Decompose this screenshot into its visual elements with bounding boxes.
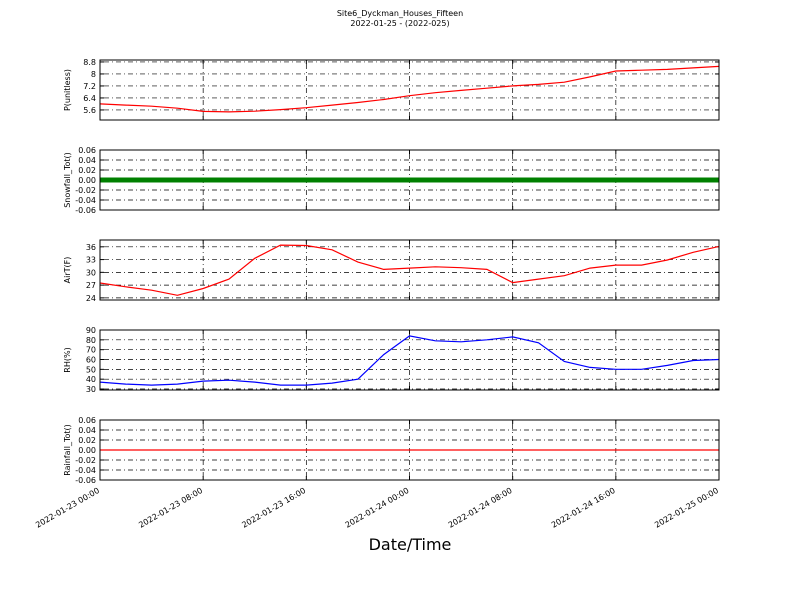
x-tick-label: 2022-01-23 16:00: [240, 486, 307, 530]
x-tick-label: 2022-01-23 08:00: [137, 486, 204, 530]
y-tick-label: -0.04: [75, 196, 96, 205]
y-axis-label: RH(%): [63, 347, 72, 372]
y-tick-label: 0.00: [78, 176, 96, 185]
y-tick-label: 70: [86, 346, 96, 355]
data-line: [99, 335, 720, 386]
data-line: [99, 65, 720, 113]
plot-frame: [99, 149, 720, 211]
y-tick-label: -0.04: [75, 466, 96, 475]
y-tick-label: 30: [86, 385, 96, 394]
x-axis-label: Date/Time: [369, 535, 452, 554]
y-tick-label: 8: [91, 70, 96, 79]
y-axis-label: AirT(F): [63, 257, 72, 284]
plot-frame: [99, 239, 720, 301]
y-tick-label: 80: [86, 336, 96, 345]
data-line: [99, 244, 720, 296]
y-tick-label: -0.06: [75, 206, 96, 215]
y-tick-label: 6.4: [83, 94, 96, 103]
y-tick-label: 33: [86, 256, 96, 265]
y-tick-label: 7.2: [83, 82, 96, 91]
y-tick-label: 90: [86, 326, 96, 335]
y-tick-label: 0.06: [78, 416, 96, 425]
y-tick-label: 60: [86, 356, 96, 365]
y-tick-label: 36: [86, 243, 96, 252]
plot-frame: [99, 59, 720, 121]
x-tick-label: 2022-01-24 08:00: [447, 486, 514, 530]
y-tick-label: 0.00: [78, 446, 96, 455]
y-tick-label: -0.02: [75, 456, 96, 465]
y-tick-label: 50: [86, 365, 96, 374]
chart-title: Site6_Dyckman_Houses_Fifteen: [337, 9, 463, 18]
y-tick-label: -0.06: [75, 476, 96, 485]
x-tick-label: 2022-01-25 00:00: [653, 486, 720, 530]
y-axis-label: Rainfall_Tot(): [63, 424, 72, 476]
y-tick-label: 24: [86, 294, 96, 303]
x-tick-label: 2022-01-23 00:00: [34, 486, 101, 530]
x-tick-label: 2022-01-24 00:00: [344, 486, 411, 530]
y-tick-label: 0.06: [78, 146, 96, 155]
y-tick-label: 0.04: [78, 426, 96, 435]
chart-subtitle: 2022-01-25 - (2022-025): [350, 19, 449, 28]
x-tick-label: 2022-01-24 16:00: [550, 486, 617, 530]
y-axis-label: Snowfall_Tot(): [63, 152, 72, 208]
y-tick-label: 40: [86, 375, 96, 384]
y-tick-label: 0.02: [78, 436, 96, 445]
y-tick-label: 27: [86, 281, 96, 290]
y-tick-label: 0.02: [78, 166, 96, 175]
y-tick-label: 30: [86, 268, 96, 277]
y-tick-label: 5.6: [83, 106, 96, 115]
y-tick-label: 0.04: [78, 156, 96, 165]
plot-frame: [99, 329, 720, 391]
plot-frame: [99, 419, 720, 481]
y-tick-label: 8.8: [83, 58, 96, 67]
y-tick-label: -0.02: [75, 186, 96, 195]
y-axis-label: P(unitless): [63, 69, 72, 111]
